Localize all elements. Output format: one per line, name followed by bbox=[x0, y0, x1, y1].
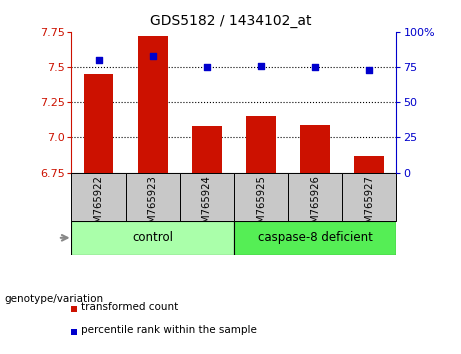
Point bbox=[203, 64, 211, 70]
Point bbox=[366, 67, 373, 73]
Bar bbox=[180, 172, 234, 221]
Bar bbox=[125, 172, 180, 221]
Text: GSM765924: GSM765924 bbox=[202, 175, 212, 236]
Bar bbox=[71, 172, 125, 221]
Bar bbox=[234, 172, 288, 221]
Bar bbox=[342, 172, 396, 221]
Text: GDS5182 / 1434102_at: GDS5182 / 1434102_at bbox=[150, 14, 311, 28]
Point bbox=[95, 57, 102, 63]
Bar bbox=[138, 36, 168, 172]
Point bbox=[312, 64, 319, 70]
Point bbox=[149, 53, 156, 59]
Text: transformed count: transformed count bbox=[81, 302, 178, 312]
Text: GSM765925: GSM765925 bbox=[256, 175, 266, 236]
Text: genotype/variation: genotype/variation bbox=[5, 294, 104, 304]
Bar bbox=[288, 172, 342, 221]
Bar bbox=[355, 156, 384, 172]
Text: caspase-8 deficient: caspase-8 deficient bbox=[258, 231, 372, 244]
Text: GSM765926: GSM765926 bbox=[310, 175, 320, 236]
Bar bbox=[300, 125, 330, 172]
Bar bbox=[71, 221, 234, 255]
Text: percentile rank within the sample: percentile rank within the sample bbox=[81, 325, 257, 335]
Text: GSM765922: GSM765922 bbox=[94, 175, 104, 236]
Bar bbox=[246, 116, 276, 172]
Bar bbox=[192, 126, 222, 172]
Point bbox=[257, 63, 265, 68]
Text: GSM765923: GSM765923 bbox=[148, 175, 158, 236]
Bar bbox=[83, 74, 113, 172]
Text: control: control bbox=[132, 231, 173, 244]
Bar bbox=[234, 221, 396, 255]
Text: GSM765927: GSM765927 bbox=[364, 175, 374, 236]
